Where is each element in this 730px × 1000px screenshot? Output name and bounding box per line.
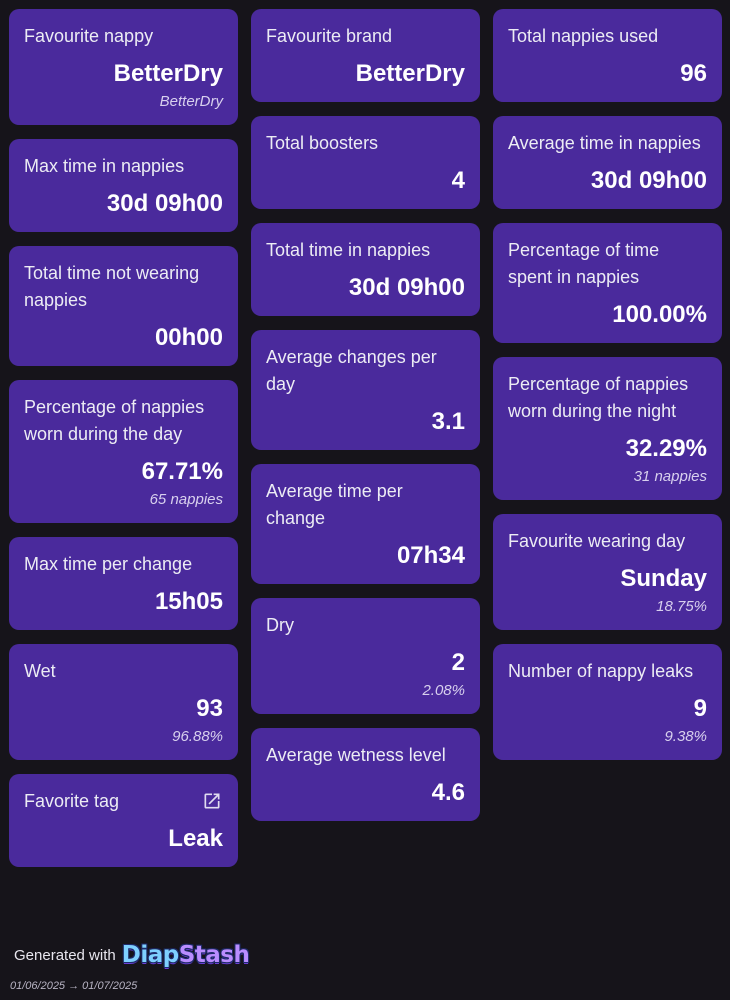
stat-card-average-time-per-change: Average time per change 07h34 <box>251 464 480 584</box>
stat-card-number-of-leaks: Number of nappy leaks 9 9.38% <box>493 644 722 760</box>
stat-card-max-time-per-change: Max time per change 15h05 <box>9 537 238 630</box>
stat-value: 4 <box>451 167 465 194</box>
stat-label: Total time not wearing nappies <box>24 263 200 310</box>
stat-label: Average changes per day <box>266 347 437 394</box>
stats-column-3: Total nappies used 96 Average time in na… <box>493 9 722 774</box>
date-range: 01/06/2025 → 01/07/2025 <box>10 980 138 992</box>
stat-sub: 31 nappies <box>633 468 707 485</box>
stat-sub: 18.75% <box>656 598 707 615</box>
stat-value: 9 <box>693 695 707 722</box>
stat-value: 67.71% <box>141 458 223 485</box>
stat-label: Favourite brand <box>266 26 393 46</box>
stat-label: Total boosters <box>266 133 379 153</box>
stat-value: Sunday <box>620 565 707 592</box>
stat-sub: 96.88% <box>172 728 223 745</box>
stat-value: Leak <box>168 825 223 852</box>
stat-value: 07h34 <box>396 542 465 569</box>
stat-card-favourite-nappy: Favourite nappy BetterDry BetterDry <box>9 9 238 125</box>
stat-card-wet: Wet 93 96.88% <box>9 644 238 760</box>
stat-value: 2 <box>451 649 465 676</box>
stat-value: 4.6 <box>431 779 465 806</box>
stat-label: Total nappies used <box>508 26 659 46</box>
stat-card-average-changes-per-day: Average changes per day 3.1 <box>251 330 480 450</box>
stat-card-percentage-day: Percentage of nappies worn during the da… <box>9 380 238 523</box>
stat-label: Favourite nappy <box>24 26 154 46</box>
stat-label: Average wetness level <box>266 745 446 765</box>
stat-value: 100.00% <box>612 301 707 328</box>
stat-card-percentage-night: Percentage of nappies worn during the ni… <box>493 357 722 500</box>
stats-column-2: Favourite brand BetterDry Total boosters… <box>251 9 480 835</box>
stat-sub: 65 nappies <box>149 491 223 508</box>
stat-value: 15h05 <box>154 588 223 615</box>
stat-card-dry: Dry 2 2.08% <box>251 598 480 714</box>
stat-card-total-time-not-wearing: Total time not wearing nappies 00h00 <box>9 246 238 366</box>
logo-part-diap: Diap <box>121 942 179 968</box>
stat-label: Max time in nappies <box>24 156 185 176</box>
stat-label: Percentage of nappies worn during the ni… <box>508 374 689 421</box>
stat-card-favourite-brand: Favourite brand BetterDry <box>251 9 480 102</box>
external-link-icon[interactable] <box>202 791 222 811</box>
stat-value: 3.1 <box>431 408 465 435</box>
stat-card-total-nappies-used: Total nappies used 96 <box>493 9 722 102</box>
stat-label: Dry <box>266 615 294 635</box>
stat-value: BetterDry <box>355 60 465 87</box>
stat-card-favorite-tag[interactable]: Favorite tag Leak <box>9 774 238 867</box>
stat-label: Total time in nappies <box>266 240 431 260</box>
footer: Generated with DiapStash <box>14 942 250 968</box>
diapstash-logo: DiapStash <box>122 942 250 968</box>
stat-label: Max time per change <box>24 554 193 574</box>
stat-label: Average time per change <box>266 481 403 528</box>
generated-with-text: Generated with <box>14 946 116 964</box>
stat-value: 00h00 <box>154 324 223 351</box>
stat-value: 32.29% <box>625 435 707 462</box>
stat-value: 30d 09h00 <box>348 274 465 301</box>
stat-label: Percentage of nappies worn during the da… <box>24 397 205 444</box>
stat-card-max-time-in-nappies: Max time in nappies 30d 09h00 <box>9 139 238 232</box>
stat-card-total-time-in-nappies: Total time in nappies 30d 09h00 <box>251 223 480 316</box>
stat-value: 96 <box>680 60 707 87</box>
stat-label: Favorite tag <box>24 791 120 811</box>
stat-label: Wet <box>24 661 56 681</box>
stat-sub: 9.38% <box>664 728 707 745</box>
stat-value: 93 <box>196 695 223 722</box>
stat-card-total-boosters: Total boosters 4 <box>251 116 480 209</box>
stat-card-average-time-in-nappies: Average time in nappies 30d 09h00 <box>493 116 722 209</box>
stats-column-1: Favourite nappy BetterDry BetterDry Max … <box>9 9 238 881</box>
stat-sub: BetterDry <box>159 93 223 110</box>
stat-card-average-wetness-level: Average wetness level 4.6 <box>251 728 480 821</box>
stat-card-favourite-wearing-day: Favourite wearing day Sunday 18.75% <box>493 514 722 630</box>
stat-label: Average time in nappies <box>508 133 701 153</box>
stat-value: 30d 09h00 <box>590 167 707 194</box>
stat-label: Favourite wearing day <box>508 531 686 551</box>
stat-value: BetterDry <box>113 60 223 87</box>
stat-label: Percentage of time spent in nappies <box>508 240 660 287</box>
logo-part-stash: Stash <box>178 942 250 968</box>
stat-card-percentage-time-in-nappies: Percentage of time spent in nappies 100.… <box>493 223 722 343</box>
stat-sub: 2.08% <box>422 682 465 699</box>
stat-value: 30d 09h00 <box>106 190 223 217</box>
stat-label: Number of nappy leaks <box>508 661 694 681</box>
